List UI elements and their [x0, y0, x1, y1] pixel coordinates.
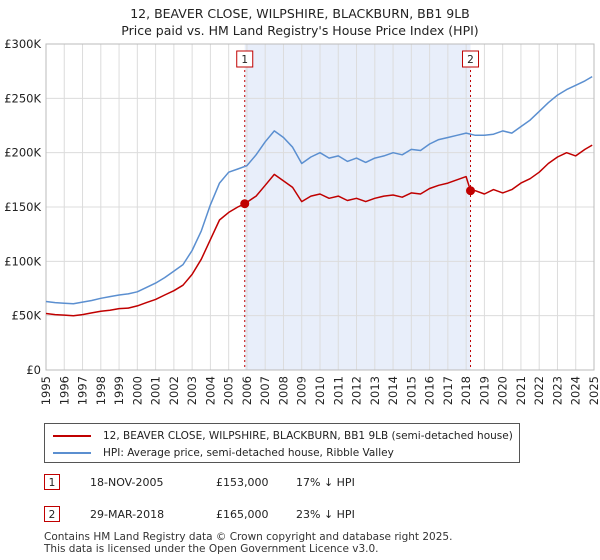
x-tick-label: 2005 — [222, 376, 236, 405]
x-tick-label: 2009 — [295, 376, 309, 405]
sale-point — [466, 186, 476, 196]
footer-line: This data is licensed under the Open Gov… — [44, 543, 379, 555]
footer-line: Contains HM Land Registry data © Crown c… — [44, 531, 453, 543]
x-tick-label: 1998 — [94, 376, 108, 405]
x-tick-label: 2002 — [167, 376, 181, 405]
price-paid-line — [45, 144, 593, 317]
transaction-price: £165,000 — [216, 508, 269, 521]
x-tick-label: 2012 — [350, 376, 364, 405]
transaction-date: 18-NOV-2005 — [90, 476, 164, 489]
legend-label-hpi: HPI: Average price, semi-detached house,… — [103, 447, 394, 459]
sale-point — [240, 199, 250, 209]
chart-title: 12, BEAVER CLOSE, WILPSHIRE, BLACKBURN, … — [130, 6, 470, 21]
x-tick-label: 2016 — [423, 376, 437, 405]
x-tick-label: 2011 — [331, 376, 345, 405]
legend-item-price: 12, BEAVER CLOSE, WILPSHIRE, BLACKBURN, … — [53, 428, 513, 444]
legend-swatch-price — [53, 435, 91, 437]
x-tick-label: 2019 — [477, 376, 491, 405]
x-tick-label: 2020 — [496, 376, 510, 405]
x-tick-label: 2018 — [459, 376, 473, 405]
legend: 12, BEAVER CLOSE, WILPSHIRE, BLACKBURN, … — [44, 423, 520, 463]
sale-marker-box — [236, 50, 254, 68]
footer: Contains HM Land Registry data © Crown c… — [44, 531, 452, 555]
x-tick-label: 2021 — [514, 376, 528, 405]
y-tick-label: £200K — [4, 146, 41, 160]
legend-label-price: 12, BEAVER CLOSE, WILPSHIRE, BLACKBURN, … — [103, 430, 513, 442]
x-tick-label: 2022 — [532, 376, 546, 405]
y-tick-label: £300K — [4, 37, 41, 51]
transaction-number: 2 — [44, 506, 60, 522]
sale-marker-label: 1 — [241, 54, 248, 66]
chart-subtitle: Price paid vs. HM Land Registry's House … — [121, 23, 479, 38]
x-tick-label: 2024 — [569, 376, 583, 405]
x-tick-label: 2006 — [240, 376, 254, 405]
transaction-number: 1 — [44, 474, 60, 490]
x-tick-label: 2003 — [185, 376, 199, 405]
x-tick-label: 2008 — [276, 376, 290, 405]
sale-marker-label: 2 — [467, 54, 474, 66]
x-tick-label: 2001 — [149, 376, 163, 405]
y-tick-label: £150K — [4, 200, 41, 214]
y-tick-label: £100K — [4, 254, 41, 268]
x-tick-label: 2013 — [368, 376, 382, 405]
y-tick-label: £50K — [12, 309, 42, 323]
x-tick-label: 1995 — [39, 376, 53, 405]
price-chart: £0 £50K £100K £150K £200K £250K £300K 1995 1996… — [4, 37, 600, 405]
sale-marker-box — [462, 50, 480, 68]
x-tick-label: 2010 — [313, 376, 327, 405]
transaction-date: 29-MAR-2018 — [90, 508, 165, 521]
legend-item-hpi: HPI: Average price, semi-detached house,… — [53, 445, 394, 461]
x-tick-label: 2025 — [587, 376, 600, 405]
legend-swatch-hpi — [53, 452, 91, 454]
x-tick-label: 2017 — [441, 376, 455, 405]
transaction-hpi-diff: 23% ↓ HPI — [296, 508, 355, 521]
x-tick-label: 1999 — [112, 376, 126, 405]
transaction-hpi-diff: 17% ↓ HPI — [296, 476, 355, 489]
x-tick-label: 2000 — [130, 376, 144, 405]
x-tick-label: 2023 — [550, 376, 564, 405]
y-tick-label: £250K — [4, 91, 41, 105]
x-tick-label: 2007 — [258, 376, 272, 405]
x-tick-label: 2014 — [386, 376, 400, 405]
transaction-price: £153,000 — [216, 476, 269, 489]
x-tick-label: 2004 — [203, 376, 217, 405]
y-tick-label: £0 — [26, 363, 41, 377]
plot-frame — [45, 43, 595, 371]
x-tick-label: 1996 — [57, 376, 71, 405]
x-tick-label: 1997 — [76, 376, 90, 405]
x-tick-label: 2015 — [404, 376, 418, 405]
hpi-line — [45, 75, 593, 305]
